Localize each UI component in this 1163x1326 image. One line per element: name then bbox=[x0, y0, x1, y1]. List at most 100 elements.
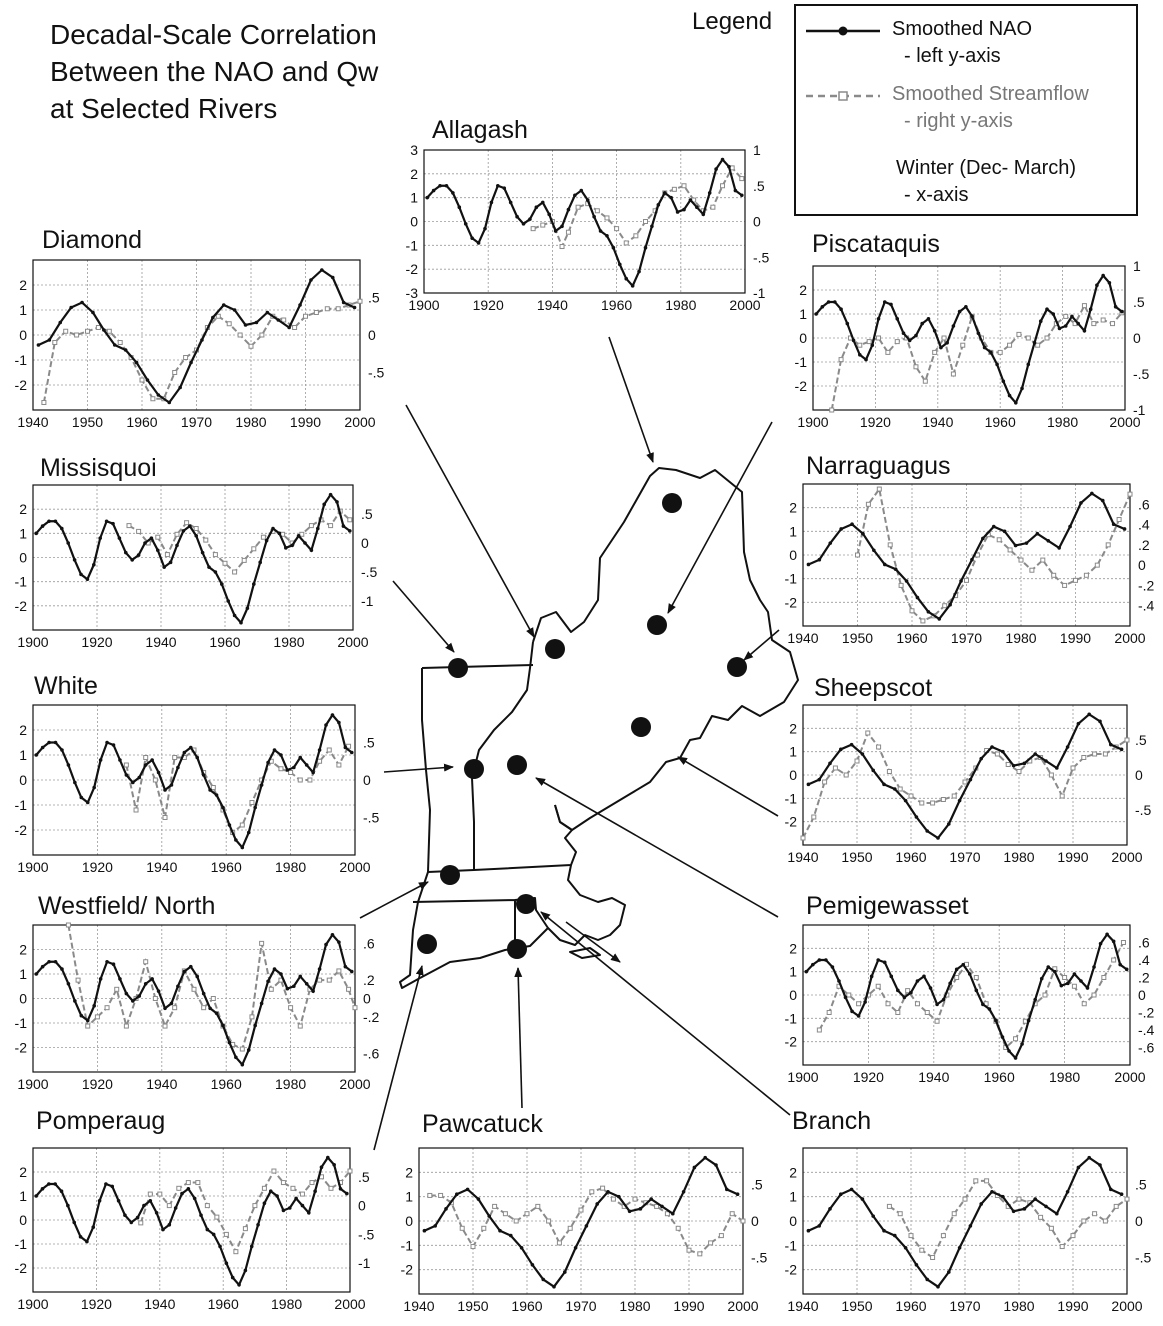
streamflow-point bbox=[249, 1014, 255, 1020]
chart-title: Branch bbox=[792, 1107, 872, 1135]
nao-point bbox=[1045, 307, 1049, 311]
nao-line bbox=[423, 1156, 739, 1289]
nao-point bbox=[1011, 1209, 1016, 1214]
nao-point bbox=[540, 200, 545, 205]
streamflow-point bbox=[922, 378, 928, 384]
nao-point bbox=[188, 964, 193, 969]
x-tick-label: 1980 bbox=[273, 634, 304, 650]
nao-point bbox=[304, 763, 309, 767]
nao-point bbox=[240, 1062, 245, 1067]
y2-tick-label: -.5 bbox=[358, 1226, 375, 1242]
streamflow-point bbox=[1071, 983, 1077, 989]
nao-point bbox=[1001, 1194, 1005, 1199]
nao-point bbox=[990, 1190, 994, 1194]
streamflow-point bbox=[739, 176, 745, 182]
nao-point bbox=[66, 982, 71, 986]
y-tick-label: 1 bbox=[789, 744, 797, 760]
x-tick-label: 1900 bbox=[17, 634, 48, 650]
x-tick-label: 1940 bbox=[918, 1069, 949, 1085]
streamflow-point bbox=[546, 1218, 552, 1224]
nao-point bbox=[624, 276, 629, 281]
nao-point bbox=[1057, 326, 1062, 331]
streamflow-point bbox=[280, 1180, 286, 1186]
nao-point bbox=[224, 1261, 229, 1265]
nao-point bbox=[352, 305, 357, 310]
nao-point bbox=[337, 940, 341, 944]
nao-point bbox=[483, 226, 487, 231]
streamflow-point bbox=[1029, 567, 1035, 573]
nao-point bbox=[200, 550, 205, 555]
nao-point bbox=[895, 317, 900, 321]
streamflow-point bbox=[278, 766, 284, 772]
nao-point bbox=[175, 543, 179, 548]
y2-tick-label: -1 bbox=[361, 593, 374, 609]
nao-point bbox=[281, 1208, 286, 1213]
nao-point bbox=[585, 198, 590, 202]
nao-point bbox=[858, 353, 862, 357]
y2-tick-label: .4 bbox=[1138, 517, 1150, 533]
nao-point bbox=[995, 362, 999, 367]
nao-point bbox=[124, 773, 129, 777]
nao-point bbox=[508, 200, 513, 205]
nao-point bbox=[47, 740, 51, 745]
nao-point bbox=[72, 558, 77, 562]
streamflow-point bbox=[328, 523, 334, 529]
nao-point bbox=[896, 988, 900, 993]
nao-point bbox=[444, 183, 449, 188]
nao-point bbox=[200, 338, 204, 342]
streamflow-point bbox=[324, 306, 330, 312]
nao-point bbox=[1001, 379, 1006, 383]
x-tick-label: 1970 bbox=[951, 630, 982, 646]
nao-line bbox=[35, 713, 353, 850]
nao-point bbox=[232, 613, 237, 618]
streamflow-point bbox=[292, 325, 298, 330]
streamflow-point bbox=[268, 986, 274, 992]
nao-point bbox=[605, 234, 609, 238]
streamflow-point bbox=[913, 364, 919, 370]
vermont-outline bbox=[421, 664, 534, 873]
y-tick-label: 3 bbox=[410, 142, 418, 158]
nao-point bbox=[298, 303, 302, 307]
legend-flow-label: Smoothed Streamflow bbox=[892, 83, 1089, 105]
nao-point bbox=[476, 1197, 481, 1201]
nao-point bbox=[237, 1283, 241, 1287]
nao-point bbox=[80, 300, 84, 305]
nao-point bbox=[1055, 1211, 1059, 1216]
arrow-white bbox=[383, 763, 454, 773]
nao-point bbox=[970, 314, 974, 319]
y-tick-label: -1 bbox=[785, 571, 798, 587]
nao-point bbox=[1098, 941, 1103, 946]
streamflow-point bbox=[1007, 342, 1013, 348]
nao-point bbox=[864, 357, 868, 362]
nao-point bbox=[1088, 307, 1093, 311]
nao-point bbox=[40, 524, 45, 528]
nao-point bbox=[817, 557, 822, 562]
streamflow-point bbox=[297, 777, 303, 783]
y2-tick-label: 0 bbox=[1135, 767, 1143, 783]
streamflow-point bbox=[259, 332, 265, 338]
streamflow-point bbox=[172, 370, 178, 375]
nao-point bbox=[671, 1211, 675, 1216]
nao-point bbox=[311, 989, 315, 993]
legend-x-label: Winter (Dec- March) bbox=[896, 157, 1077, 179]
streamflow-point bbox=[950, 371, 956, 377]
station-piscataquis bbox=[647, 615, 667, 635]
nao-point bbox=[914, 333, 918, 338]
streamflow-point bbox=[856, 1001, 862, 1007]
x-tick-label: 2000 bbox=[334, 1296, 365, 1312]
x-tick-label: 1940 bbox=[922, 414, 953, 430]
nao-point bbox=[58, 320, 63, 325]
nao-point bbox=[617, 1194, 621, 1199]
streamflow-point bbox=[816, 1027, 822, 1033]
nao-point bbox=[326, 1155, 330, 1160]
nao-point bbox=[496, 183, 500, 188]
nao-point bbox=[266, 760, 270, 765]
streamflow-point bbox=[1005, 762, 1011, 767]
x-tick-label: 1980 bbox=[275, 1076, 306, 1092]
nao-point bbox=[828, 761, 832, 766]
y-tick-label: -2 bbox=[15, 822, 28, 838]
nao-point bbox=[343, 745, 348, 750]
nao-point bbox=[303, 541, 307, 545]
y2-tick-label: 0 bbox=[753, 214, 761, 230]
nao-point bbox=[47, 959, 51, 964]
